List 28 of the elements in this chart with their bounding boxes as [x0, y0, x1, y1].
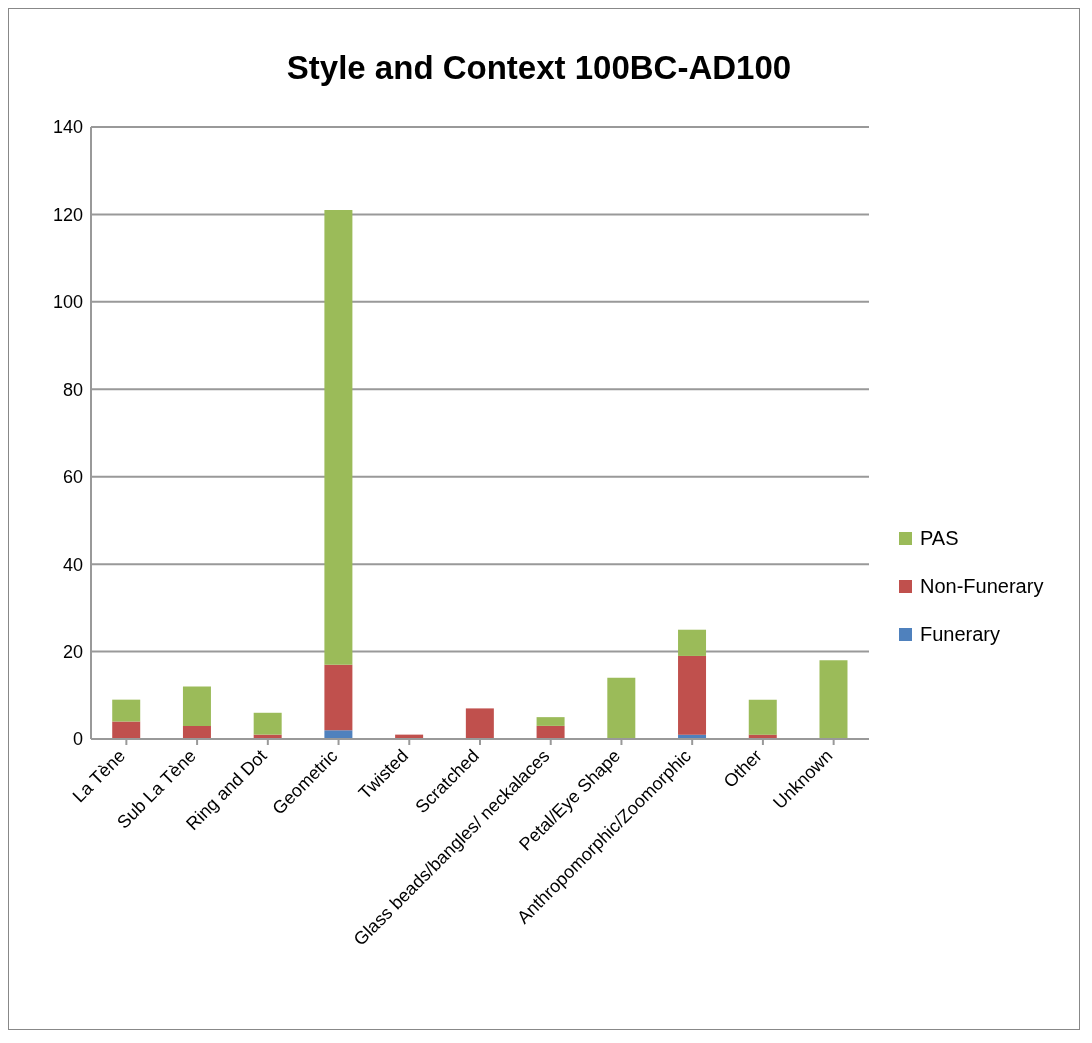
chart-title: Style and Context 100BC-AD100 — [285, 49, 793, 87]
y-tick-label: 100 — [52, 292, 83, 313]
legend-label: Non-Funerary — [920, 574, 1044, 598]
bar — [182, 725, 211, 739]
bar — [536, 717, 565, 726]
legend-label: PAS — [920, 526, 959, 550]
y-tick-label: 140 — [52, 117, 83, 138]
bar — [112, 699, 141, 722]
y-tick-label: 40 — [62, 554, 83, 575]
bar — [536, 725, 565, 739]
y-tick-label: 20 — [62, 641, 83, 662]
y-tick-label: 0 — [72, 729, 83, 750]
bar — [819, 660, 848, 739]
y-tick-label: 60 — [62, 467, 83, 488]
bar — [324, 730, 353, 739]
bar — [324, 664, 353, 731]
bar — [678, 655, 707, 735]
bar — [678, 629, 707, 656]
bar — [607, 677, 636, 739]
y-tick-label: 120 — [52, 204, 83, 225]
bar — [182, 686, 211, 726]
bar — [112, 721, 141, 739]
bar — [465, 708, 494, 739]
bar — [253, 712, 282, 735]
y-tick-label: 80 — [62, 379, 83, 400]
legend-label: Funerary — [920, 622, 1001, 646]
bar — [748, 699, 777, 735]
bar — [324, 210, 353, 665]
